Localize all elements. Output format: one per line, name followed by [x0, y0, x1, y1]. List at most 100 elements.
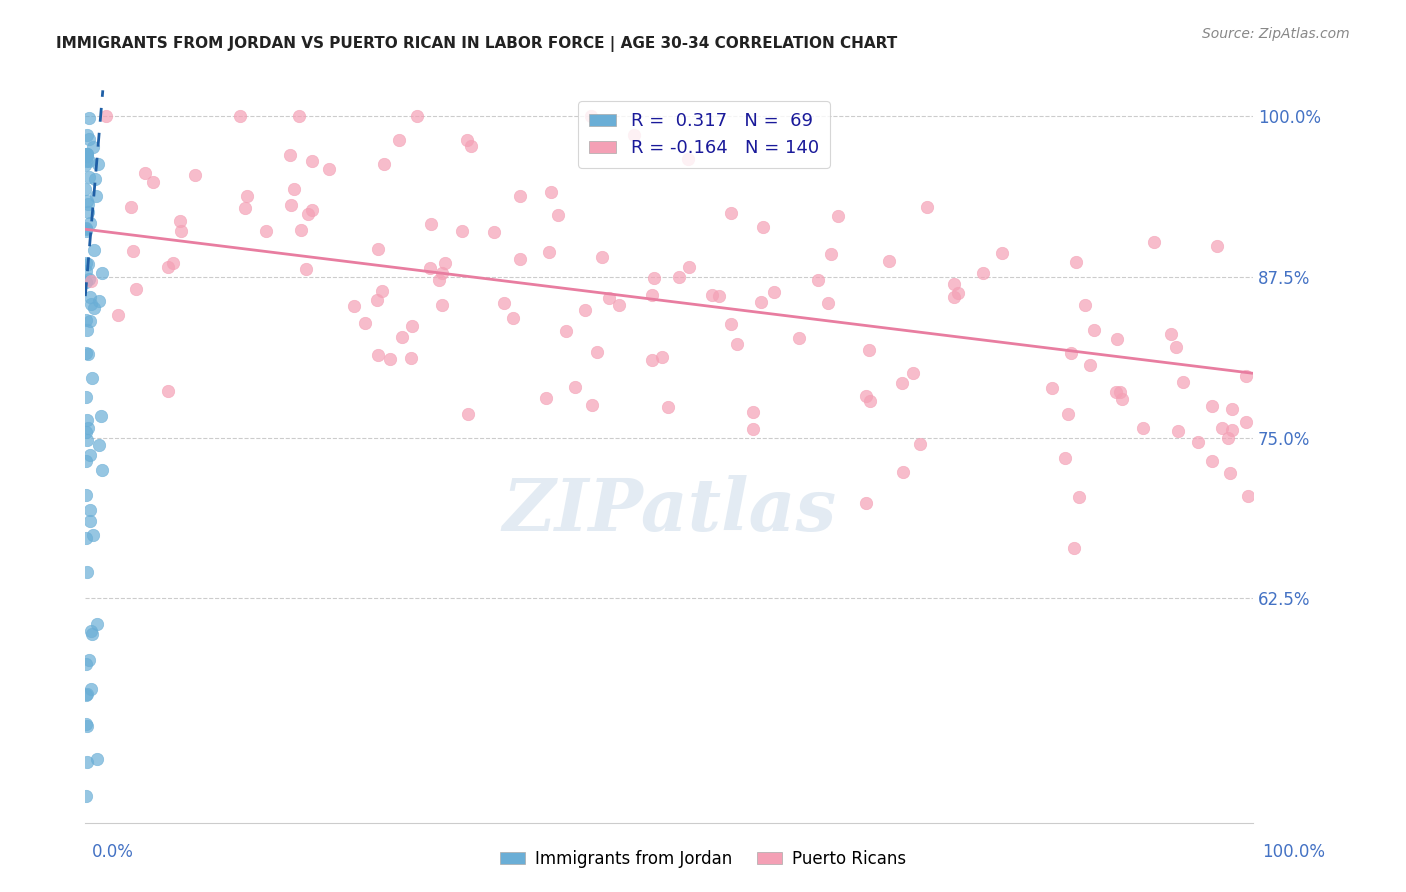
Point [1083, 323, 1105, 337]
Point [1187, 435, 1209, 450]
Point [858, 343, 880, 357]
Point [502, 310, 524, 325]
Point [288, 109, 311, 123]
Point [547, 208, 569, 222]
Point [233, 201, 256, 215]
Point [915, 201, 938, 215]
Point [79, 314, 101, 328]
Point [1040, 381, 1063, 395]
Point [79, 272, 101, 286]
Point [157, 384, 180, 399]
Text: IMMIGRANTS FROM JORDAN VS PUERTO RICAN IN LABOR FORCE | AGE 30-34 CORRELATION CH: IMMIGRANTS FROM JORDAN VS PUERTO RICAN I… [56, 36, 897, 52]
Point [79, 290, 101, 304]
Point [1105, 384, 1128, 399]
Point [707, 289, 730, 303]
Point [75, 224, 97, 238]
Point [75, 689, 97, 703]
Point [75, 717, 97, 731]
Point [366, 293, 388, 307]
Point [1105, 332, 1128, 346]
Point [1078, 358, 1101, 372]
Point [76, 687, 98, 701]
Point [75, 221, 97, 235]
Point [75, 425, 97, 439]
Point [89, 438, 111, 452]
Point [89, 294, 111, 309]
Point [1167, 424, 1189, 438]
Point [1111, 392, 1133, 406]
Point [537, 245, 560, 260]
Text: ZIPatlas: ZIPatlas [502, 475, 837, 546]
Point [657, 400, 679, 414]
Point [1237, 489, 1260, 503]
Point [77, 169, 100, 184]
Point [607, 298, 630, 312]
Point [90, 463, 112, 477]
Point [75, 789, 97, 803]
Point [720, 206, 742, 220]
Point [90, 409, 112, 423]
Point [702, 288, 724, 302]
Point [77, 257, 100, 271]
Point [75, 256, 97, 270]
Point [807, 273, 830, 287]
Point [343, 299, 366, 313]
Point [1220, 401, 1243, 416]
Point [77, 154, 100, 169]
Point [367, 242, 389, 256]
Point [1171, 375, 1194, 389]
Point [1201, 454, 1223, 468]
Point [901, 366, 924, 380]
Point [877, 254, 900, 268]
Point [827, 209, 849, 223]
Point [433, 255, 456, 269]
Point [76, 565, 98, 579]
Point [122, 244, 145, 259]
Point [456, 133, 478, 147]
Point [908, 437, 931, 451]
Point [280, 198, 302, 212]
Point [859, 394, 882, 409]
Point [641, 288, 664, 302]
Point [651, 351, 673, 365]
Point [460, 138, 482, 153]
Point [586, 344, 609, 359]
Point [432, 298, 454, 312]
Point [90, 266, 112, 280]
Point [420, 217, 443, 231]
Point [107, 308, 129, 322]
Point [742, 405, 765, 419]
Point [134, 166, 156, 180]
Point [77, 132, 100, 146]
Point [482, 225, 505, 239]
Point [75, 182, 97, 196]
Point [1218, 431, 1240, 445]
Point [354, 316, 377, 330]
Point [76, 756, 98, 770]
Point [236, 189, 259, 203]
Point [1143, 235, 1166, 250]
Point [598, 291, 620, 305]
Point [891, 376, 914, 390]
Point [430, 266, 453, 280]
Point [668, 269, 690, 284]
Point [581, 109, 603, 123]
Point [678, 260, 700, 275]
Point [75, 264, 97, 278]
Point [1211, 420, 1233, 434]
Point [643, 271, 665, 285]
Point [540, 185, 562, 199]
Point [817, 295, 839, 310]
Point [419, 260, 441, 275]
Point [79, 514, 101, 528]
Point [943, 290, 966, 304]
Point [943, 277, 966, 291]
Point [720, 317, 742, 331]
Point [820, 246, 842, 260]
Point [451, 223, 474, 237]
Point [76, 421, 98, 435]
Point [96, 109, 118, 123]
Point [82, 140, 104, 154]
Point [564, 380, 586, 394]
Legend: R =  0.317   N =  69, R = -0.164   N = 140: R = 0.317 N = 69, R = -0.164 N = 140 [578, 102, 830, 168]
